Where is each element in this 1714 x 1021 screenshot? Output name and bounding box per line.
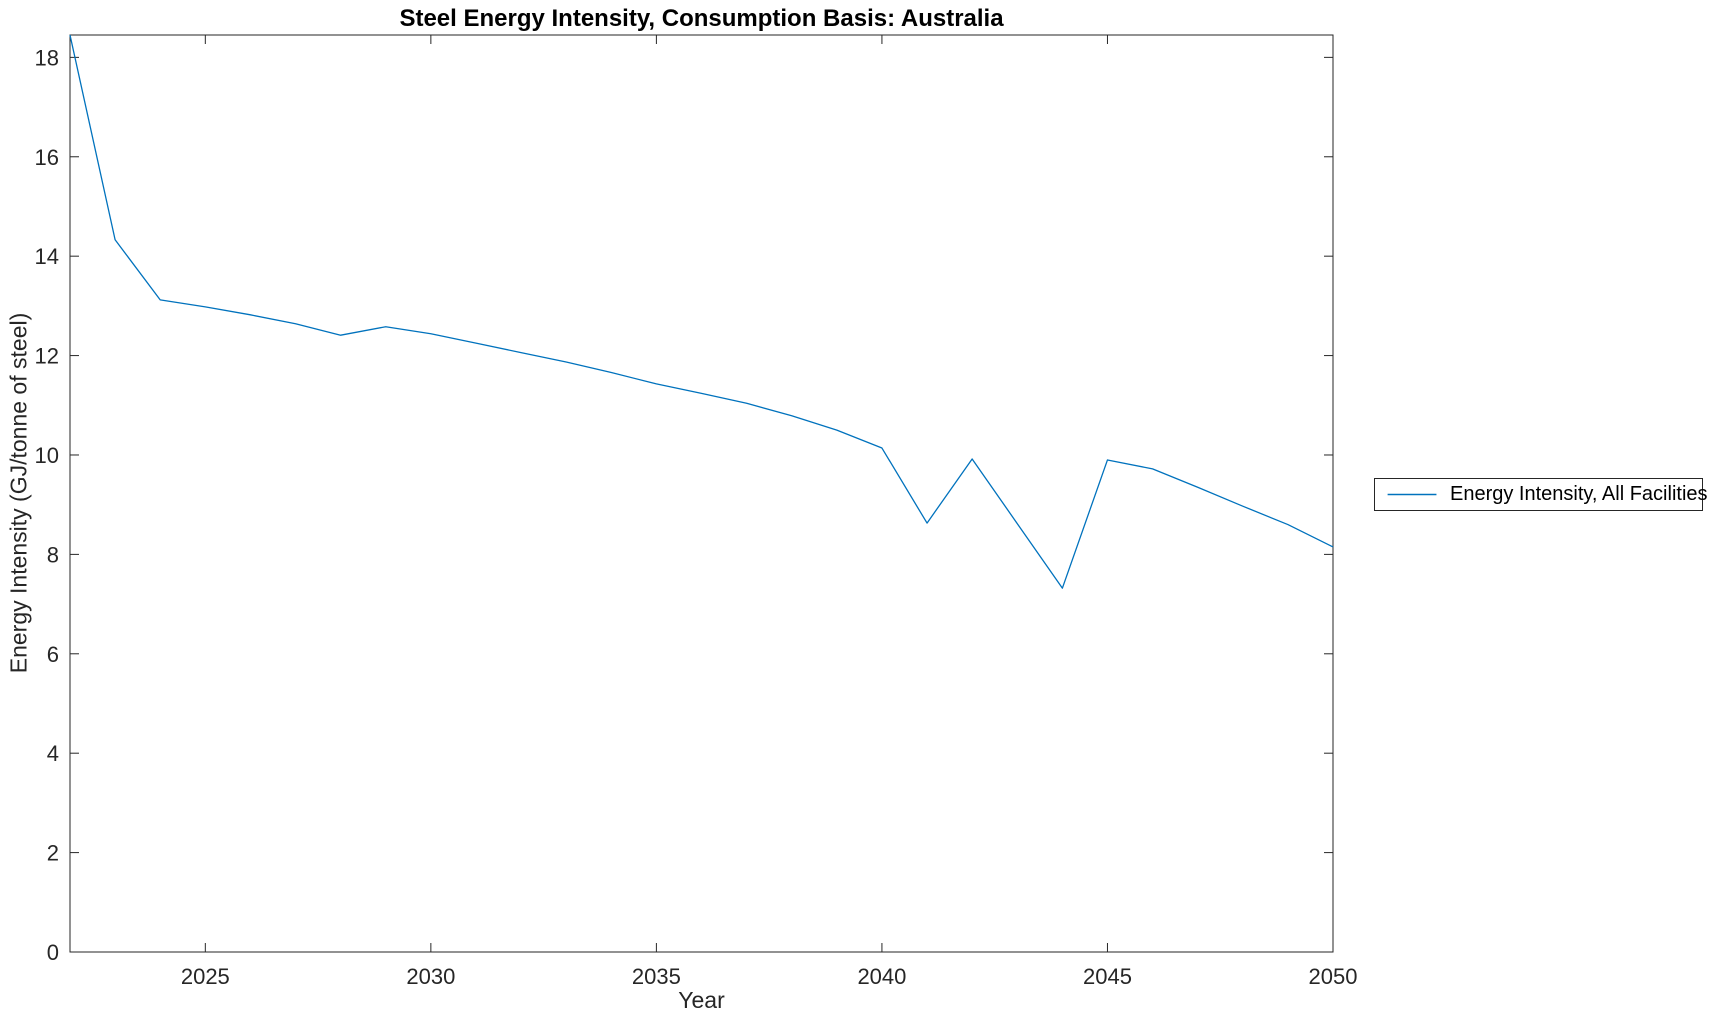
y-tick-label: 4 [47, 741, 59, 766]
y-tick-label: 2 [47, 841, 59, 866]
x-tick-label: 2040 [857, 964, 906, 989]
y-axis-label: Energy Intensity (GJ/tonne of steel) [5, 312, 32, 674]
legend: Energy Intensity, All Facilities [1374, 478, 1708, 511]
data-line [69, 34, 1334, 589]
x-tick-label: 2025 [181, 964, 230, 989]
y-tick-label: 14 [35, 244, 59, 269]
x-axis-label: Year [678, 987, 725, 1013]
x-tick-label: 2045 [1083, 964, 1132, 989]
legend-line-sample-icon [1387, 493, 1437, 496]
x-tick-label: 2035 [632, 964, 681, 989]
legend-label: Energy Intensity, All Facilities [1450, 483, 1708, 505]
y-tick-label: 16 [35, 145, 59, 170]
x-tick-label: 2030 [406, 964, 455, 989]
y-tick-label: 0 [47, 940, 59, 965]
y-tick-label: 12 [35, 344, 59, 369]
y-tick-label: 8 [47, 542, 59, 567]
y-tick-label: 6 [47, 642, 59, 667]
y-tick-label: 10 [35, 443, 59, 468]
axes-box [69, 34, 1334, 953]
y-tick-label: 18 [35, 45, 59, 70]
chart-title: Steel Energy Intensity, Consumption Basi… [399, 5, 1004, 32]
x-tick-label: 2050 [1309, 964, 1358, 989]
